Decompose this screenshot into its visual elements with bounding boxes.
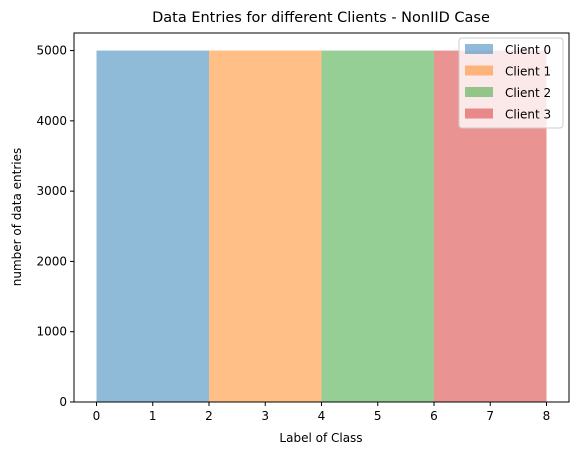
legend-label-client-2: Client 2: [505, 86, 551, 100]
plot-frame: [73, 32, 570, 403]
bar-client-2: [321, 50, 434, 402]
legend-label-client-1: Client 1: [505, 65, 551, 79]
legend-swatch-client-2: [465, 87, 493, 97]
y-tick-label: 4000: [36, 114, 67, 128]
y-tick-label: 3000: [36, 184, 67, 198]
y-axis-ticks: 0 1000 2000 3000 4000 5000: [36, 44, 74, 409]
chart-title: Data Entries for different Clients - Non…: [152, 10, 490, 26]
x-tick-label: 8: [543, 409, 551, 423]
legend-swatch-client-3: [465, 108, 493, 119]
x-axis-ticks: 0 1 2 3 4 5 6 7 8: [93, 402, 551, 423]
x-axis-label: Label of Class: [279, 431, 362, 445]
y-tick-label: 1000: [36, 325, 67, 339]
x-tick-label: 5: [374, 409, 382, 423]
legend-swatch-client-1: [465, 65, 493, 76]
x-tick-label: 6: [430, 409, 438, 423]
y-tick-label: 2000: [36, 254, 67, 268]
legend-frame: [458, 37, 564, 129]
legend: Client 0 Client 1 Client 2 Client 3: [458, 37, 564, 129]
legend-label-client-3: Client 3: [505, 108, 551, 122]
y-tick-label: 5000: [36, 44, 67, 58]
legend-label-client-0: Client 0: [505, 43, 551, 57]
legend-swatch-client-0: [465, 44, 493, 54]
y-tick-label: 0: [59, 395, 67, 409]
x-tick-label: 2: [205, 409, 213, 423]
y-axis-label: number of data entries: [10, 148, 24, 286]
x-tick-label: 0: [93, 409, 101, 423]
x-tick-label: 7: [486, 409, 494, 423]
bar-client-0: [96, 50, 209, 402]
x-tick-label: 4: [318, 409, 326, 423]
x-tick-label: 1: [149, 409, 157, 423]
bar-client-1: [209, 50, 322, 402]
x-tick-label: 3: [261, 409, 269, 423]
